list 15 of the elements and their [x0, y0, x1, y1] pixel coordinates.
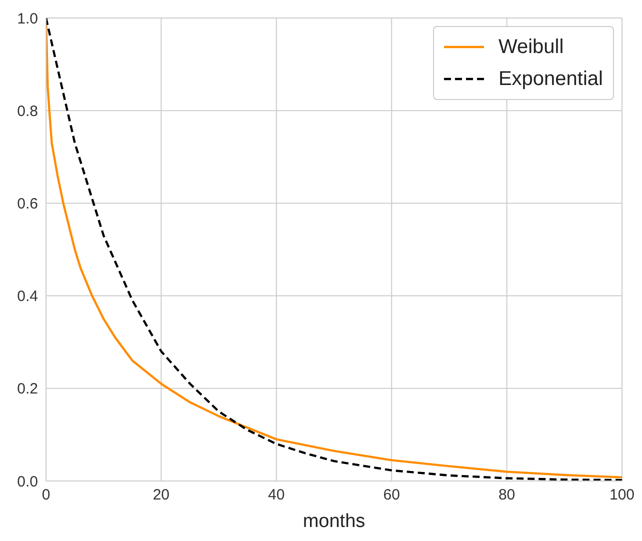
y-tick-label: 0.6: [17, 196, 38, 213]
x-tick-label: 100: [609, 486, 635, 504]
x-tick-label: 60: [383, 486, 400, 504]
x-tick-label: 0: [42, 486, 50, 504]
y-tick-label: 0.2: [17, 380, 38, 398]
legend-label: Exponential: [498, 67, 603, 92]
y-tick-label: 0.0: [17, 473, 38, 490]
x-axis-title: months: [302, 511, 366, 532]
x-tick-label: 40: [268, 486, 285, 504]
legend-label: Weibull: [498, 35, 564, 60]
x-tick-label: 20: [152, 486, 170, 504]
y-tick-label: 1.0: [17, 10, 38, 28]
y-tick-label: 0.8: [17, 102, 38, 120]
y-tick-label: 0.4: [17, 288, 38, 306]
x-tick-label: 80: [498, 486, 516, 504]
